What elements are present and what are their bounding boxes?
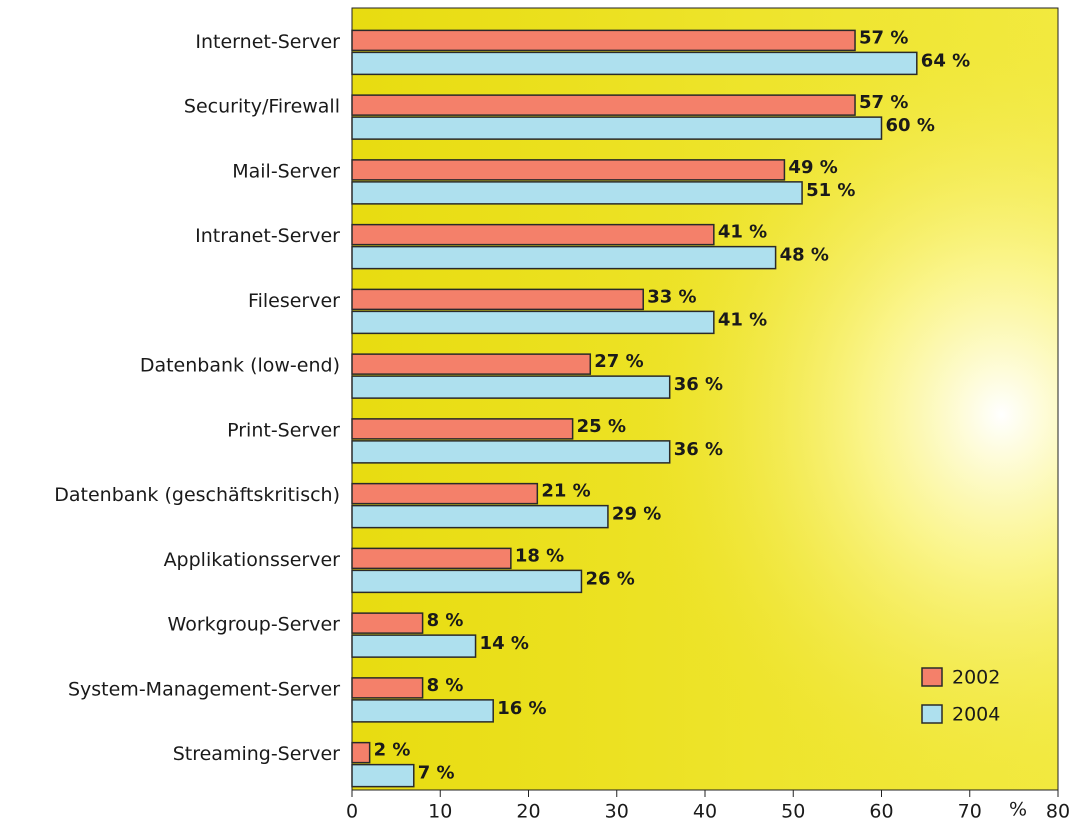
bar xyxy=(351,310,715,335)
value-label: 51 % xyxy=(806,180,855,201)
value-label: 25 % xyxy=(577,416,626,437)
bar xyxy=(351,116,883,140)
bar xyxy=(351,763,415,788)
value-label: 18 % xyxy=(515,545,564,566)
bar xyxy=(351,29,856,52)
value-label: 57 % xyxy=(859,27,908,48)
value-label: 60 % xyxy=(886,115,935,136)
value-label: 2 % xyxy=(374,740,411,761)
value-label: 64 % xyxy=(921,50,970,71)
x-tick-label: 40 xyxy=(693,801,717,823)
bar xyxy=(351,181,803,205)
bar xyxy=(351,94,856,116)
bar xyxy=(351,223,715,246)
x-tick-label: 20 xyxy=(516,801,540,823)
x-axis-label: % xyxy=(1009,799,1027,821)
x-tick-label: 50 xyxy=(781,801,805,823)
x-tick-label: 70 xyxy=(958,801,982,823)
bar xyxy=(351,547,512,570)
bar xyxy=(351,741,371,764)
bar xyxy=(351,440,671,464)
value-label: 36 % xyxy=(674,439,723,460)
bar xyxy=(351,288,644,311)
value-label: 8 % xyxy=(427,610,464,631)
x-tick-label: 30 xyxy=(605,801,629,823)
y-tick-label: Applikationsserver xyxy=(164,549,341,571)
value-label: 8 % xyxy=(427,675,464,696)
value-label: 21 % xyxy=(541,481,590,502)
value-label: 7 % xyxy=(418,763,455,784)
legend-swatch xyxy=(921,667,943,687)
value-label: 41 % xyxy=(718,309,767,330)
value-label: 29 % xyxy=(612,504,661,525)
y-tick-label: Security/Firewall xyxy=(184,96,340,118)
bar xyxy=(351,699,494,723)
value-label: 16 % xyxy=(497,698,546,719)
bar xyxy=(351,51,918,76)
x-tick-label: 60 xyxy=(869,801,893,823)
x-tick-label: 10 xyxy=(428,801,452,823)
y-tick-label: Print-Server xyxy=(227,419,340,441)
y-tick-label: Datenbank (low-end) xyxy=(140,355,340,377)
legend-label: 2004 xyxy=(952,704,1000,726)
value-label: 48 % xyxy=(780,245,829,266)
value-label: 57 % xyxy=(859,92,908,113)
bar xyxy=(351,569,583,594)
bar xyxy=(351,634,477,658)
x-tick-label: 0 xyxy=(346,801,358,823)
y-tick-label: Streaming-Server xyxy=(173,743,340,765)
legend-swatch xyxy=(921,704,943,724)
bar xyxy=(351,504,609,529)
value-label: 49 % xyxy=(788,157,837,178)
value-label: 33 % xyxy=(647,286,696,307)
y-tick-label: Datenbank (geschäftskritisch) xyxy=(54,484,340,506)
bar xyxy=(351,612,424,634)
value-label: 27 % xyxy=(594,351,643,372)
bar xyxy=(351,353,592,375)
y-tick-label: Internet-Server xyxy=(195,31,340,53)
value-label: 41 % xyxy=(718,222,767,243)
y-tick-label: System-Management-Server xyxy=(68,678,340,700)
bar xyxy=(351,245,777,270)
bar xyxy=(351,482,539,505)
value-label: 36 % xyxy=(674,374,723,395)
x-tick-label: 80 xyxy=(1046,801,1070,823)
value-label: 14 % xyxy=(480,633,529,654)
bar xyxy=(351,159,786,181)
value-label: 26 % xyxy=(585,568,634,589)
bar xyxy=(351,375,671,399)
bar xyxy=(351,677,424,699)
y-tick-label: Fileserver xyxy=(248,290,340,312)
bar xyxy=(351,418,574,440)
y-tick-label: Intranet-Server xyxy=(195,225,340,247)
y-tick-label: Workgroup-Server xyxy=(168,614,341,636)
y-tick-label: Mail-Server xyxy=(232,160,340,182)
legend-label: 2002 xyxy=(952,667,1000,689)
